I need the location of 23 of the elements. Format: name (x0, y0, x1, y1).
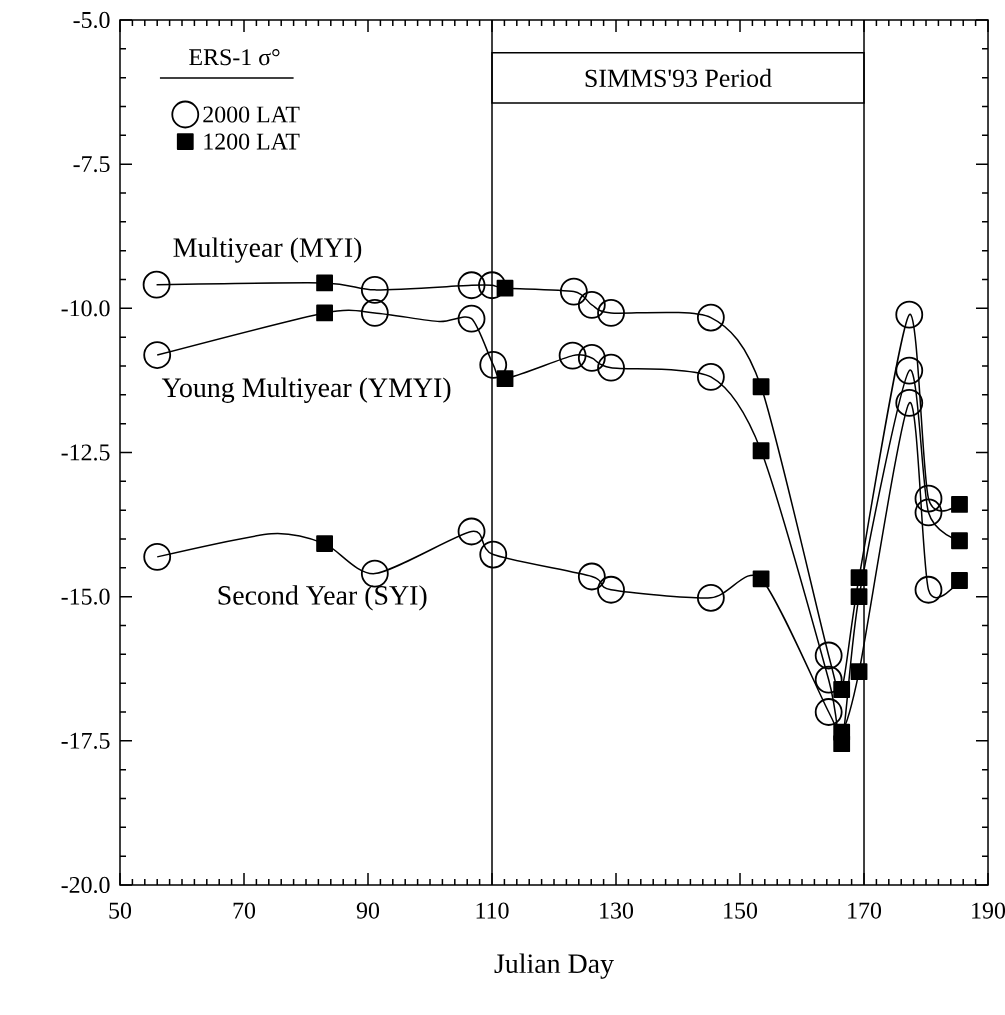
series-label: Second Year (SYI) (218, 585, 427, 611)
y-tick-label: -12.5 (61, 444, 110, 461)
x-tick-label: 110 (476, 902, 509, 919)
x-axis-title: Julian Day (494, 953, 614, 979)
x-tick-label: 130 (600, 902, 634, 919)
x-tick-label: 190 (972, 902, 1005, 919)
y-tick-label: -17.5 (61, 732, 110, 749)
y-tick-label: -15.0 (61, 588, 110, 605)
legend-label: 2000 LAT (203, 106, 300, 123)
x-tick-label: 50 (109, 902, 132, 919)
y-tick-label: -20.0 (61, 876, 110, 894)
legend-label: Multiyear (MYI) (173, 237, 362, 263)
x-tick-label: 170 (848, 902, 882, 919)
legend-label: Young Multiyear (YMYI) (161, 377, 451, 403)
y-tick-label: -10.0 (61, 300, 110, 317)
x-tick-label: 90 (356, 902, 380, 919)
y-tick-label: -7.5 (73, 156, 110, 173)
x-tick-label: 150 (724, 902, 758, 919)
y-tick-label: -5.0 (73, 11, 110, 29)
legend-label: 1200 LAT (204, 133, 300, 150)
annotation: SIMMS'93 Period (585, 68, 772, 88)
x-tick-label: 70 (233, 902, 256, 919)
legend-title: ERS-1 σ° (189, 49, 280, 66)
